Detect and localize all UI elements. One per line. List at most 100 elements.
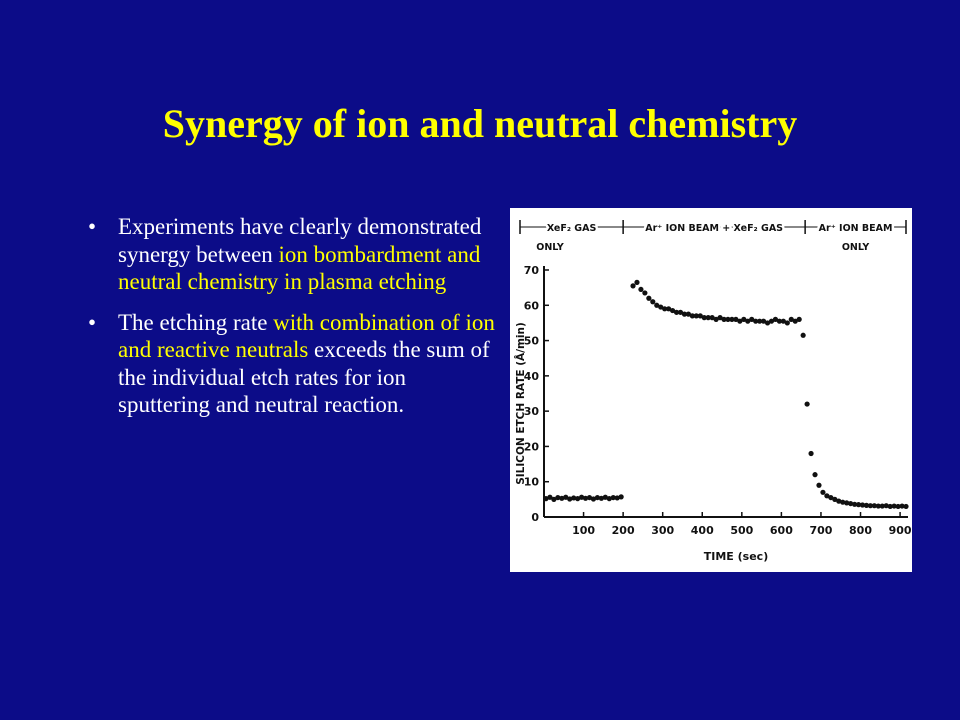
data-point (792, 318, 798, 324)
x-tick-label: 100 (572, 524, 595, 537)
data-point (784, 320, 790, 326)
data-point (721, 316, 727, 322)
bullet-highlight-text: with combination of ion and reactive neu… (118, 309, 495, 363)
y-tick-label: 10 (524, 476, 540, 489)
data-point (828, 494, 834, 501)
data-point (555, 494, 561, 501)
bullet-list: • Experiments have clearly demonstrated … (80, 213, 500, 432)
data-point (772, 316, 779, 322)
data-point (879, 503, 885, 509)
data-point (551, 496, 557, 502)
data-point (642, 290, 648, 296)
data-point (578, 494, 585, 500)
bullet-item: • Experiments have clearly demonstrated … (80, 213, 500, 296)
bullet-dot-icon: • (88, 309, 97, 335)
data-point (681, 311, 688, 317)
x-tick-label: 600 (770, 524, 793, 537)
data-point (816, 482, 822, 488)
data-point (848, 500, 854, 507)
data-point (800, 332, 806, 338)
data-point (764, 320, 771, 326)
data-point (709, 315, 715, 321)
data-point (851, 501, 858, 507)
data-point (610, 494, 616, 501)
data-point (804, 401, 810, 407)
data-point (654, 302, 660, 308)
data-point (855, 502, 862, 508)
data-point (701, 315, 707, 321)
data-point (571, 495, 577, 501)
data-point (693, 313, 699, 319)
data-point (646, 295, 652, 301)
x-tick-label: 900 (889, 524, 912, 537)
etch-rate-chart: 0 10 20 30 40 50 60 70 100 200 300 400 500 600 700 800 9… (514, 220, 912, 563)
bullet-text: The etching rate (118, 309, 274, 335)
etch-rate-figure: 0 10 20 30 40 50 60 70 100 200 300 400 500 600 700 800 9… (510, 208, 912, 572)
data-point (543, 496, 549, 502)
data-point (634, 279, 640, 285)
data-point (594, 494, 601, 501)
bullet-highlight-text: ion bombardment and neutral chemistry in… (118, 241, 481, 295)
data-point (753, 318, 759, 324)
data-point (582, 495, 589, 501)
data-point (760, 318, 767, 324)
data-point (859, 502, 866, 508)
data-point (887, 503, 893, 510)
x-tick-label: 500 (730, 524, 753, 537)
bullet-text: exceeds the sum of the individual etch r… (118, 337, 490, 417)
y-tick-label: 20 (524, 440, 540, 453)
x-tick-label: 700 (809, 524, 832, 537)
data-point (824, 493, 830, 499)
x-tick-label: 400 (691, 524, 714, 537)
data-point (875, 503, 881, 509)
data-point (717, 315, 723, 321)
data-point (871, 503, 877, 509)
data-point (567, 496, 573, 502)
data-point (618, 494, 624, 500)
phase-sublabel: ONLY (536, 242, 564, 253)
y-tick-label: 40 (524, 370, 540, 383)
data-point (602, 494, 608, 500)
data-point (808, 450, 814, 457)
phase-sublabel: ONLY (842, 242, 870, 253)
data-point (899, 503, 905, 509)
data-point (547, 494, 553, 500)
data-point (796, 316, 802, 322)
data-point (737, 318, 743, 324)
data-point (729, 316, 735, 322)
data-point (662, 306, 668, 312)
data-point (844, 500, 850, 506)
data-point (650, 299, 656, 305)
data-point (768, 318, 775, 324)
y-tick-label: 0 (531, 511, 539, 524)
data-point (614, 495, 620, 501)
data-point (563, 494, 569, 500)
data-point (677, 309, 684, 315)
data-point (788, 316, 794, 322)
x-tick-label: 800 (849, 524, 872, 537)
y-tick-label: 50 (524, 335, 540, 348)
data-point (757, 318, 763, 324)
data-point (666, 306, 672, 312)
data-point (741, 316, 747, 322)
data-point (559, 495, 565, 501)
data-point (638, 286, 644, 293)
bullet-text: Experiments have clearly demonstrated sy… (118, 214, 482, 267)
data-point (867, 503, 874, 509)
data-point (840, 499, 846, 505)
data-point (745, 318, 751, 324)
data-point (832, 496, 838, 502)
bullet-dot-icon: • (88, 214, 97, 239)
data-point (820, 489, 826, 495)
data-point (630, 283, 636, 289)
phase-label: XeF₂ GAS (547, 223, 597, 234)
data-point (749, 316, 755, 322)
data-point (733, 316, 739, 322)
y-tick-label: 70 (524, 264, 540, 277)
data-point (705, 315, 711, 321)
phase-label: Ar⁺ ION BEAM (819, 223, 893, 234)
data-point (895, 503, 901, 510)
data-point (697, 313, 703, 319)
data-point (836, 498, 842, 504)
y-axis-label: SILICON ETCH RATE (Å/min) (514, 322, 527, 485)
